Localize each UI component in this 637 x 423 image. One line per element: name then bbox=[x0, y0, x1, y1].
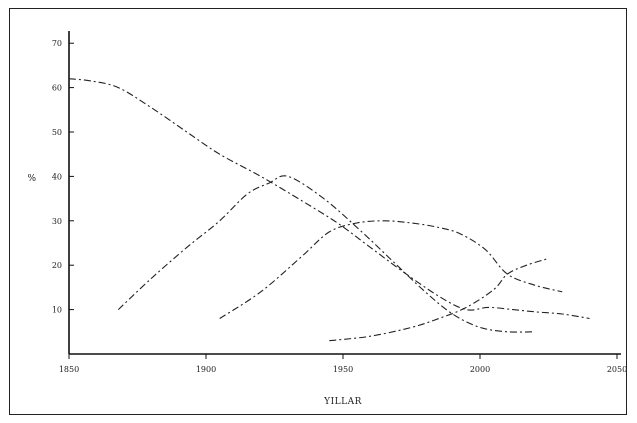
x-tick-label: 2050 bbox=[607, 365, 626, 374]
y-tick-label: 50 bbox=[52, 128, 62, 137]
x-tick-label: 2000 bbox=[470, 365, 490, 374]
chart-frame: 10 20 30 40 50 60 70 1850 1900 1950 2000 2050 % YI… bbox=[9, 8, 627, 415]
line-chart: 10 20 30 40 50 60 70 1850 1900 1950 2000 2050 % YI… bbox=[27, 31, 626, 407]
y-tick-label: 20 bbox=[52, 261, 62, 270]
x-tick-label: 1950 bbox=[333, 365, 353, 374]
x-tick-label: 1900 bbox=[196, 365, 216, 374]
x-axis-title: YILLAR bbox=[323, 397, 362, 407]
series-line-1 bbox=[68, 78, 590, 320]
y-tick-label: 60 bbox=[52, 84, 62, 93]
series-line-3 bbox=[219, 220, 563, 319]
y-tick-label: 70 bbox=[52, 39, 62, 48]
y-tick-label: 30 bbox=[52, 217, 62, 226]
x-ticks: 1850 1900 1950 2000 2050 bbox=[59, 354, 626, 374]
series-line-2 bbox=[117, 175, 535, 333]
series-layer bbox=[68, 78, 590, 342]
axes bbox=[68, 31, 621, 355]
series-line-4 bbox=[329, 257, 549, 342]
y-ticks: 10 20 30 40 50 60 70 bbox=[52, 39, 74, 315]
x-tick-label: 1850 bbox=[59, 365, 79, 374]
y-tick-label: 10 bbox=[52, 306, 62, 315]
y-tick-label: 40 bbox=[52, 172, 62, 181]
y-axis-title: % bbox=[27, 174, 36, 184]
